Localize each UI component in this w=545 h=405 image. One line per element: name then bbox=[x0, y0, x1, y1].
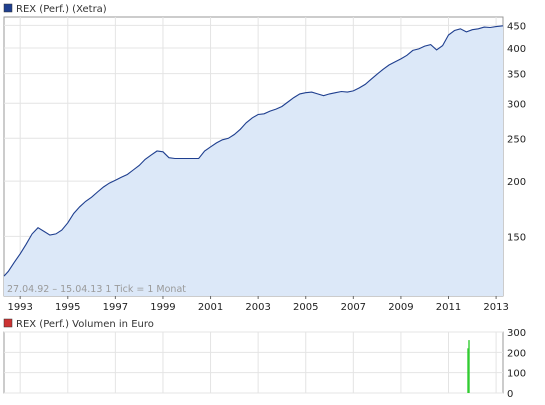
main-x-axis: 1993 1995 1997 1999 2001 2003 2005 2007 2009 2011… bbox=[7, 296, 509, 313]
volume-y-tick-label: 200 bbox=[507, 348, 526, 359]
volume-y-tick-label: 0 bbox=[507, 389, 513, 400]
x-tick-label: 1993 bbox=[7, 302, 32, 313]
x-tick-label: 1999 bbox=[150, 302, 175, 313]
x-tick-label: 2007 bbox=[341, 302, 366, 313]
main-legend-label: REX (Perf.) (Xetra) bbox=[16, 4, 107, 15]
volume-legend-swatch bbox=[3, 318, 13, 328]
volume-y-axis: 0 100 200 300 bbox=[507, 328, 526, 400]
volume-y-tick-label: 300 bbox=[507, 328, 526, 339]
volume-grid bbox=[4, 331, 503, 394]
volume-y-tick-label: 100 bbox=[507, 369, 526, 380]
x-tick-label: 1995 bbox=[55, 302, 80, 313]
volume-bars bbox=[467, 340, 470, 393]
x-tick-label: 2009 bbox=[388, 302, 413, 313]
main-y-axis: 150 200 250 300 350 400 450 bbox=[507, 21, 526, 243]
y-tick-label: 450 bbox=[507, 21, 526, 32]
y-tick-label: 250 bbox=[507, 134, 526, 145]
x-tick-label: 2003 bbox=[245, 302, 270, 313]
date-range-info: 27.04.92 – 15.04.13 1 Tick = 1 Monat bbox=[7, 284, 186, 295]
x-tick-label: 2005 bbox=[293, 302, 318, 313]
y-tick-label: 400 bbox=[507, 44, 526, 55]
price-area bbox=[4, 25, 503, 297]
volume-legend-label: REX (Perf.) Volumen in Euro bbox=[16, 319, 154, 330]
x-tick-label: 2011 bbox=[436, 302, 461, 313]
x-tick-label: 2001 bbox=[198, 302, 223, 313]
y-tick-label: 300 bbox=[507, 99, 526, 110]
volume-bar bbox=[467, 348, 469, 393]
main-legend-swatch bbox=[3, 3, 13, 13]
x-tick-label: 2013 bbox=[483, 302, 508, 313]
volume-plot-frame bbox=[3, 331, 504, 394]
price-line bbox=[3, 25, 504, 277]
y-tick-label: 350 bbox=[507, 70, 526, 81]
y-tick-label: 200 bbox=[507, 177, 526, 188]
volume-bar bbox=[468, 340, 470, 393]
x-tick-label: 1997 bbox=[103, 302, 128, 313]
y-tick-label: 150 bbox=[507, 232, 526, 243]
